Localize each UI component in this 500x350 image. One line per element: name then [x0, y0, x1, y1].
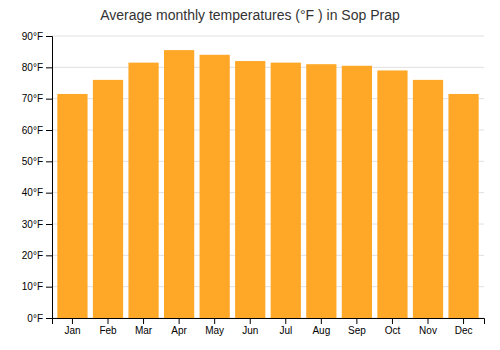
x-tick-label: Mar	[135, 325, 153, 336]
y-tick-label: 70°F	[22, 93, 43, 104]
x-tick: Feb	[99, 318, 117, 336]
y-tick-mark	[46, 193, 52, 194]
x-tick-mark	[108, 318, 109, 324]
y-tick: 0°F	[27, 313, 52, 324]
y-tick-mark	[46, 99, 52, 100]
x-tick-label: Sep	[348, 325, 366, 336]
x-tick-mark	[356, 318, 357, 324]
bar	[200, 55, 230, 318]
x-tick-label: Jun	[242, 325, 258, 336]
x-tick-mark	[285, 318, 286, 324]
y-tick-label: 40°F	[22, 187, 43, 198]
y-tick: 20°F	[22, 250, 52, 261]
bar	[306, 64, 336, 318]
x-tick-label: Apr	[171, 325, 187, 336]
x-axis-line	[53, 319, 485, 325]
title: Average monthly temperatures (°F ) in So…	[100, 7, 400, 23]
x-tick: Aug	[312, 318, 330, 336]
x-tick: Dec	[455, 318, 473, 336]
grid-line	[52, 67, 484, 68]
x-tick: Mar	[135, 318, 153, 336]
y-axis: 0°F 10°F 20°F 30°F 40°F 50°F 60°F 70°F 80°F 90°F	[22, 31, 53, 324]
x-tick-label: May	[205, 325, 224, 336]
x-tick: Jun	[242, 318, 258, 336]
y-tick-label: 60°F	[22, 125, 43, 136]
y-tick: 60°F	[22, 125, 52, 136]
y-tick-label: 90°F	[22, 31, 43, 42]
y-tick: 40°F	[22, 187, 52, 198]
y-tick: 80°F	[22, 62, 52, 73]
y-tick-label: 20°F	[22, 250, 43, 261]
y-tick: 30°F	[22, 219, 52, 230]
y-tick-mark	[46, 36, 52, 37]
x-tick-label: Aug	[312, 325, 330, 336]
bar	[377, 70, 407, 318]
y-tick: 10°F	[22, 281, 52, 292]
x-tick: Oct	[385, 318, 401, 336]
y-tick-mark	[46, 318, 52, 319]
y-tick: 50°F	[22, 156, 52, 167]
bar	[93, 80, 123, 318]
x-tick-mark	[392, 318, 393, 324]
x-tick-label: Oct	[385, 325, 401, 336]
bars	[57, 50, 478, 318]
bar	[235, 61, 265, 318]
chart: Average monthly temperatures (°F ) in So…	[0, 0, 500, 350]
bar	[448, 94, 478, 318]
y-tick-label: 10°F	[22, 281, 43, 292]
y-tick-mark	[46, 67, 52, 68]
y-tick-mark	[46, 161, 52, 162]
bar	[164, 50, 194, 318]
x-tick: Nov	[419, 318, 437, 336]
x-tick: Apr	[171, 318, 187, 336]
y-tick-label: 80°F	[22, 62, 43, 73]
x-tick-label: Jul	[279, 325, 292, 336]
y-tick-label: 30°F	[22, 219, 43, 230]
bar	[271, 63, 301, 318]
x-tick-mark	[428, 318, 429, 324]
x-tick-mark	[463, 318, 464, 324]
x-tick: Sep	[348, 318, 366, 336]
y-tick-mark	[46, 255, 52, 256]
y-tick: 70°F	[22, 93, 52, 104]
x-axis: Jan Feb Mar Apr May Jun Jul Aug Sep Oct Nov Dec	[53, 318, 485, 336]
bar	[57, 94, 87, 318]
y-tick: 90°F	[22, 31, 52, 42]
x-tick: May	[205, 318, 224, 336]
x-tick-label: Feb	[99, 325, 117, 336]
x-tick-mark	[321, 318, 322, 324]
y-tick-mark	[46, 130, 52, 131]
bar	[413, 80, 443, 318]
bar	[128, 63, 158, 318]
y-tick-mark	[46, 287, 52, 288]
x-tick: Jan	[64, 318, 80, 336]
x-tick-mark	[179, 318, 180, 324]
y-tick-mark	[46, 224, 52, 225]
y-tick-label: 0°F	[27, 313, 43, 324]
x-tick-mark	[72, 318, 73, 324]
bar	[342, 66, 372, 318]
plot: 0°F 10°F 20°F 30°F 40°F 50°F 60°F 70°F 80°F 90°F J…	[22, 31, 485, 336]
x-tick-mark	[214, 318, 215, 324]
x-tick-label: Jan	[64, 325, 80, 336]
x-tick-mark	[250, 318, 251, 324]
y-axis-line	[46, 37, 53, 319]
x-tick-mark	[143, 318, 144, 324]
grid-line	[52, 36, 484, 37]
x-tick-label: Nov	[419, 325, 437, 336]
y-tick-label: 50°F	[22, 156, 43, 167]
grid	[52, 36, 484, 318]
x-tick-label: Dec	[455, 325, 473, 336]
x-tick: Jul	[279, 318, 292, 336]
